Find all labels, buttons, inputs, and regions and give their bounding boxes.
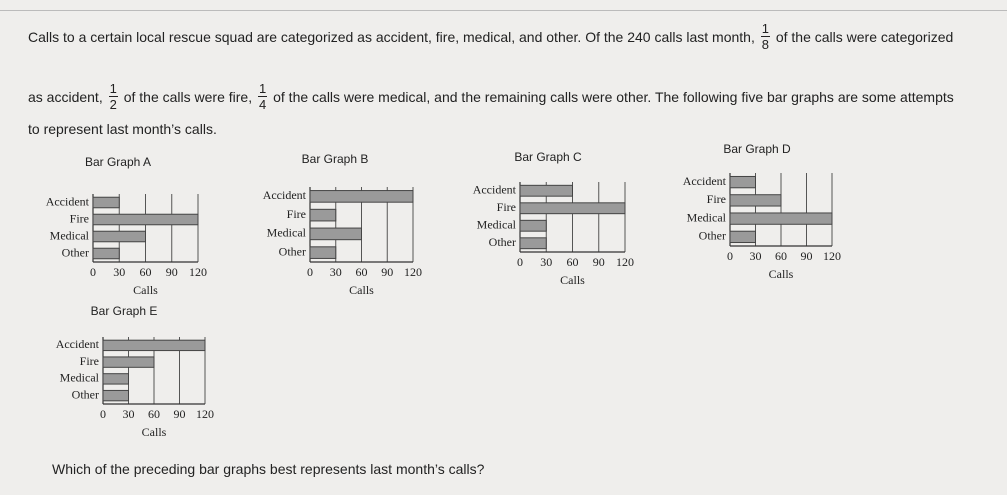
x-tick-label: 90 [174, 407, 186, 421]
numerator: 1 [258, 81, 267, 96]
chart-title: Bar Graph E [91, 304, 158, 318]
text: of the calls were fire, [123, 88, 253, 105]
bar [309, 246, 337, 259]
bar [519, 237, 547, 250]
bar [519, 184, 573, 197]
category-label: Fire [287, 207, 306, 221]
x-tick-label: 120 [616, 255, 634, 269]
category-label: Accident [56, 337, 100, 351]
text: of the calls were categorized [775, 28, 954, 45]
x-axis-label: Calls [142, 425, 167, 439]
x-tick-label: 30 [540, 255, 552, 269]
bar [729, 175, 756, 189]
x-tick-label: 30 [330, 265, 342, 279]
x-tick-label: 120 [196, 407, 214, 421]
category-label: Fire [497, 200, 516, 214]
bar [309, 190, 414, 203]
bar [102, 356, 155, 368]
category-label: Other [72, 387, 99, 401]
category-label: Fire [80, 354, 99, 368]
text-line: to represent last month’s calls. [28, 121, 217, 137]
category-label: Fire [70, 211, 89, 225]
bar [729, 230, 756, 244]
text: Which of the preceding bar graphs best r… [52, 461, 485, 477]
question: Which of the preceding bar graphs best r… [52, 461, 484, 477]
text-line: Calls to a certain local rescue squad ar… [28, 21, 953, 52]
category-label: Accident [683, 174, 727, 188]
x-tick-label: 30 [113, 265, 125, 279]
chart-title: Bar Graph C [514, 150, 582, 164]
category-label: Medical [60, 371, 100, 385]
x-tick-label: 60 [148, 407, 160, 421]
x-tick-label: 60 [140, 265, 152, 279]
bar [519, 202, 626, 215]
x-tick-label: 90 [801, 249, 813, 263]
category-label: Accident [263, 188, 307, 202]
x-tick-label: 0 [90, 265, 96, 279]
x-tick-label: 0 [100, 407, 106, 421]
category-label: Medical [50, 228, 90, 242]
category-label: Accident [473, 183, 517, 197]
chart-title: Bar Graph B [302, 152, 369, 166]
top-rule [0, 10, 1007, 11]
x-tick-label: 30 [123, 407, 135, 421]
x-tick-label: 0 [517, 255, 523, 269]
category-label: Other [699, 229, 726, 243]
category-label: Medical [267, 226, 307, 240]
bar [92, 196, 120, 209]
bar [519, 219, 547, 232]
text: Calls to a certain local rescue squad ar… [28, 28, 755, 45]
x-tick-label: 60 [775, 249, 787, 263]
x-tick-label: 90 [166, 265, 178, 279]
x-tick-label: 30 [750, 249, 762, 263]
x-tick-label: 60 [567, 255, 579, 269]
bar [92, 230, 146, 243]
bar [729, 194, 782, 207]
category-label: Other [489, 235, 516, 249]
bar [729, 212, 833, 225]
category-label: Other [62, 245, 89, 259]
x-axis-label: Calls [349, 283, 374, 297]
x-tick-label: 120 [404, 265, 422, 279]
x-axis-label: Calls [560, 273, 585, 287]
numerator: 1 [761, 21, 769, 36]
chart-title: Bar Graph A [85, 155, 151, 169]
bar [92, 247, 120, 260]
numerator: 1 [109, 81, 117, 96]
x-tick-label: 90 [593, 255, 605, 269]
x-tick-label: 0 [307, 265, 313, 279]
bar [92, 213, 199, 226]
text: to represent last month’s calls. [28, 121, 217, 137]
x-tick-label: 60 [356, 265, 368, 279]
x-axis-label: Calls [133, 283, 158, 297]
x-tick-label: 120 [823, 249, 841, 263]
x-tick-label: 90 [381, 265, 393, 279]
category-label: Accident [46, 194, 90, 208]
x-tick-label: 120 [189, 265, 207, 279]
chart-title: Bar Graph D [723, 142, 791, 156]
category-label: Medical [477, 218, 517, 232]
bar [102, 389, 129, 402]
x-axis-label: Calls [769, 267, 794, 281]
bar [102, 339, 206, 352]
bar [309, 227, 362, 241]
category-label: Medical [687, 210, 727, 224]
bar [102, 373, 129, 385]
text: of the calls were medical, and the remai… [273, 88, 954, 105]
denominator: 8 [761, 37, 769, 52]
text: as accident, [28, 88, 103, 105]
category-label: Fire [707, 192, 726, 206]
category-label: Other [279, 244, 306, 258]
denominator: 4 [258, 97, 267, 112]
denominator: 2 [109, 97, 117, 112]
bar [309, 208, 337, 222]
x-tick-label: 0 [727, 249, 733, 263]
